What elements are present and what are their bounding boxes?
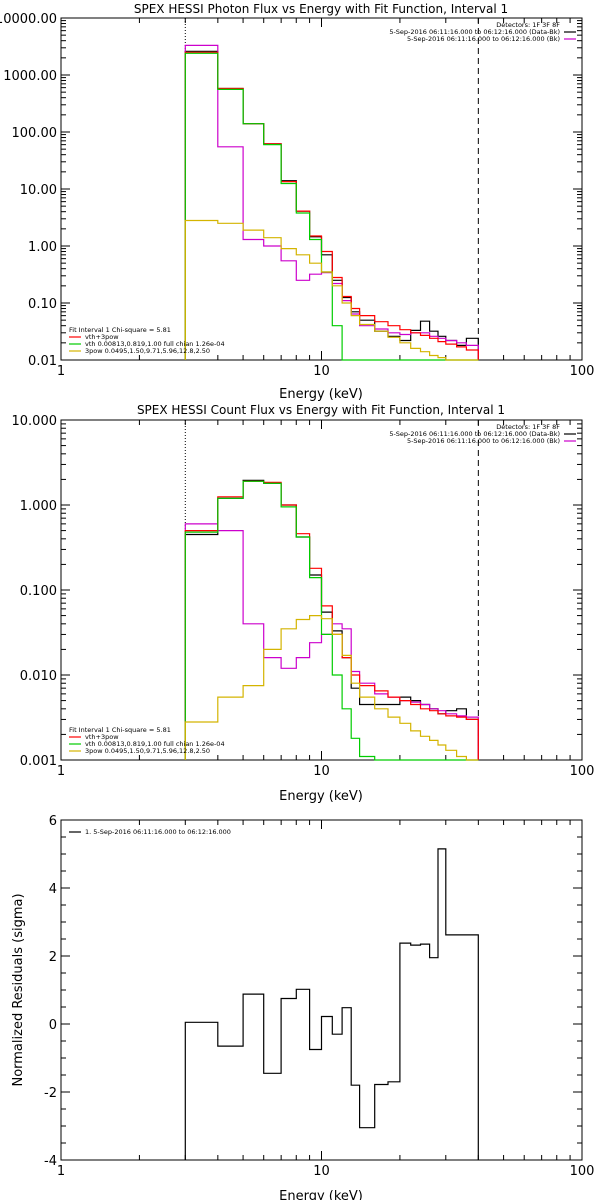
y-tick-label: -2 bbox=[44, 1086, 57, 1101]
legend-right-entry: Detectors: 1F 3F 8F bbox=[496, 423, 560, 431]
y-tick-label: 2 bbox=[49, 950, 57, 965]
series-line-vth bbox=[184, 52, 479, 361]
y-tick-label: 0.01 bbox=[28, 354, 57, 369]
legend-left-entry: vth 0.00813,0.819,1.00 full chian 1.26e-… bbox=[85, 340, 225, 348]
x-tick-label: 100 bbox=[570, 764, 595, 779]
count-legend-left: Fit Interval 1 Chi-square = 5.81vth+3pow… bbox=[69, 726, 225, 755]
series-line-3pow bbox=[184, 615, 479, 761]
residuals-panel: 1 10 100 6 4 2 0 -2 -4 1. 5-Sep-2016 06:11:16.0… bbox=[11, 814, 594, 1200]
photon-series bbox=[184, 18, 479, 361]
photon-legend-right: Detectors: 1F 3F 8F5-Sep-2016 06:11:16.0… bbox=[389, 21, 576, 43]
series-line-vth-3pow bbox=[184, 480, 479, 760]
y-tick-label: 1.00 bbox=[28, 240, 57, 255]
residuals-x-ticks: 1 10 100 bbox=[57, 820, 595, 1179]
legend-left-entry: 1. 5-Sep-2016 06:11:16.000 to 06:12:16.0… bbox=[85, 828, 231, 836]
count-title: SPEX HESSI Count Flux vs Energy with Fit… bbox=[137, 403, 505, 417]
legend-left-entry: Fit Interval 1 Chi-square = 5.81 bbox=[69, 726, 171, 734]
legend-right-entry: Detectors: 1F 3F 8F bbox=[496, 21, 560, 29]
x-tick-label: 1 bbox=[57, 764, 65, 779]
photon-title: SPEX HESSI Photon Flux vs Energy with Fi… bbox=[134, 2, 508, 16]
legend-left-entry: 3pow 0.0495,1.50,9.71,5.96,12.8,2.50 bbox=[85, 747, 210, 755]
residuals-legend: 1. 5-Sep-2016 06:11:16.000 to 06:12:16.0… bbox=[69, 828, 231, 836]
residuals-plot-frame bbox=[60, 819, 583, 1161]
count-y-ticks: 10.000 1.000 0.100 0.010 0.001 bbox=[12, 414, 582, 769]
y-tick-label: 10000.00 bbox=[0, 12, 57, 27]
legend-right-entry: 5-Sep-2016 06:11:16.000 to 06:12:16.000 … bbox=[407, 35, 560, 43]
legend-right-entry: 5-Sep-2016 06:11:16.000 to 06:12:16.000 … bbox=[389, 28, 560, 36]
count-panel: SPEX HESSI Count Flux vs Energy with Fit… bbox=[12, 403, 595, 804]
residuals-y-ticks: 6 4 2 0 -2 -4 bbox=[44, 814, 582, 1169]
x-tick-label: 1 bbox=[57, 1164, 65, 1179]
photon-x-ticks: 1 10 100 bbox=[57, 18, 595, 379]
legend-right-entry: 5-Sep-2016 06:11:16.000 to 06:12:16.000 … bbox=[407, 437, 560, 445]
y-tick-label: 6 bbox=[49, 814, 57, 829]
photon-plot-frame bbox=[60, 17, 583, 361]
y-tick-label: 0.010 bbox=[20, 669, 57, 684]
photon-legend-left: Fit Interval 1 Chi-square = 5.81vth+3pow… bbox=[69, 326, 225, 355]
legend-left-entry: vth+3pow bbox=[85, 333, 119, 341]
series-line-vth bbox=[184, 480, 479, 761]
legend-left-entry: vth+3pow bbox=[85, 733, 119, 741]
photon-y-ticks: 10000.00 1000.00 100.00 10.00 1.00 0.10 0.01 bbox=[0, 12, 582, 369]
x-tick-label: 10 bbox=[313, 364, 330, 379]
residuals-series bbox=[184, 848, 479, 1160]
series-line-1-5-sep-2016-06-11-16-000-to-06-12-16-000 bbox=[184, 848, 479, 1160]
y-tick-label: 0.100 bbox=[20, 584, 57, 599]
count-series bbox=[184, 420, 479, 761]
legend-right-entry: 5-Sep-2016 06:11:16.000 to 06:12:16.000 … bbox=[389, 430, 560, 438]
legend-left-entry: 3pow 0.0495,1.50,9.71,5.96,12.8,2.50 bbox=[85, 347, 210, 355]
y-tick-label: 4 bbox=[49, 882, 57, 897]
x-tick-label: 100 bbox=[570, 1164, 595, 1179]
count-legend-right: Detectors: 1F 3F 8F5-Sep-2016 06:11:16.0… bbox=[389, 423, 576, 445]
y-tick-label: 1.000 bbox=[20, 499, 57, 514]
photon-panel: SPEX HESSI Photon Flux vs Energy with Fi… bbox=[0, 2, 594, 402]
y-tick-label: 0 bbox=[49, 1018, 57, 1033]
y-tick-label: 0.10 bbox=[28, 297, 57, 312]
y-tick-label: 10.000 bbox=[12, 414, 58, 429]
legend-left-entry: Fit Interval 1 Chi-square = 5.81 bbox=[69, 326, 171, 334]
count-x-axis-label: Energy (keV) bbox=[279, 789, 363, 804]
y-tick-label: 0.001 bbox=[20, 754, 57, 769]
y-tick-label: 1000.00 bbox=[3, 69, 57, 84]
residuals-x-axis-label: Energy (keV) bbox=[279, 1189, 363, 1200]
y-tick-label: 100.00 bbox=[12, 126, 58, 141]
series-line-vth-3pow bbox=[184, 51, 479, 360]
series-line-3pow bbox=[184, 219, 479, 361]
residuals-y-axis-label: Normalized Residuals (sigma) bbox=[11, 893, 26, 1086]
x-tick-label: 100 bbox=[570, 364, 595, 379]
legend-left-entry: vth 0.00813,0.819,1.00 full chian 1.26e-… bbox=[85, 740, 225, 748]
x-tick-label: 10 bbox=[313, 764, 330, 779]
x-tick-label: 10 bbox=[313, 1164, 330, 1179]
y-tick-label: 10.00 bbox=[20, 183, 57, 198]
y-tick-label: -4 bbox=[44, 1154, 57, 1169]
x-tick-label: 1 bbox=[57, 364, 65, 379]
photon-x-axis-label: Energy (keV) bbox=[279, 387, 363, 402]
